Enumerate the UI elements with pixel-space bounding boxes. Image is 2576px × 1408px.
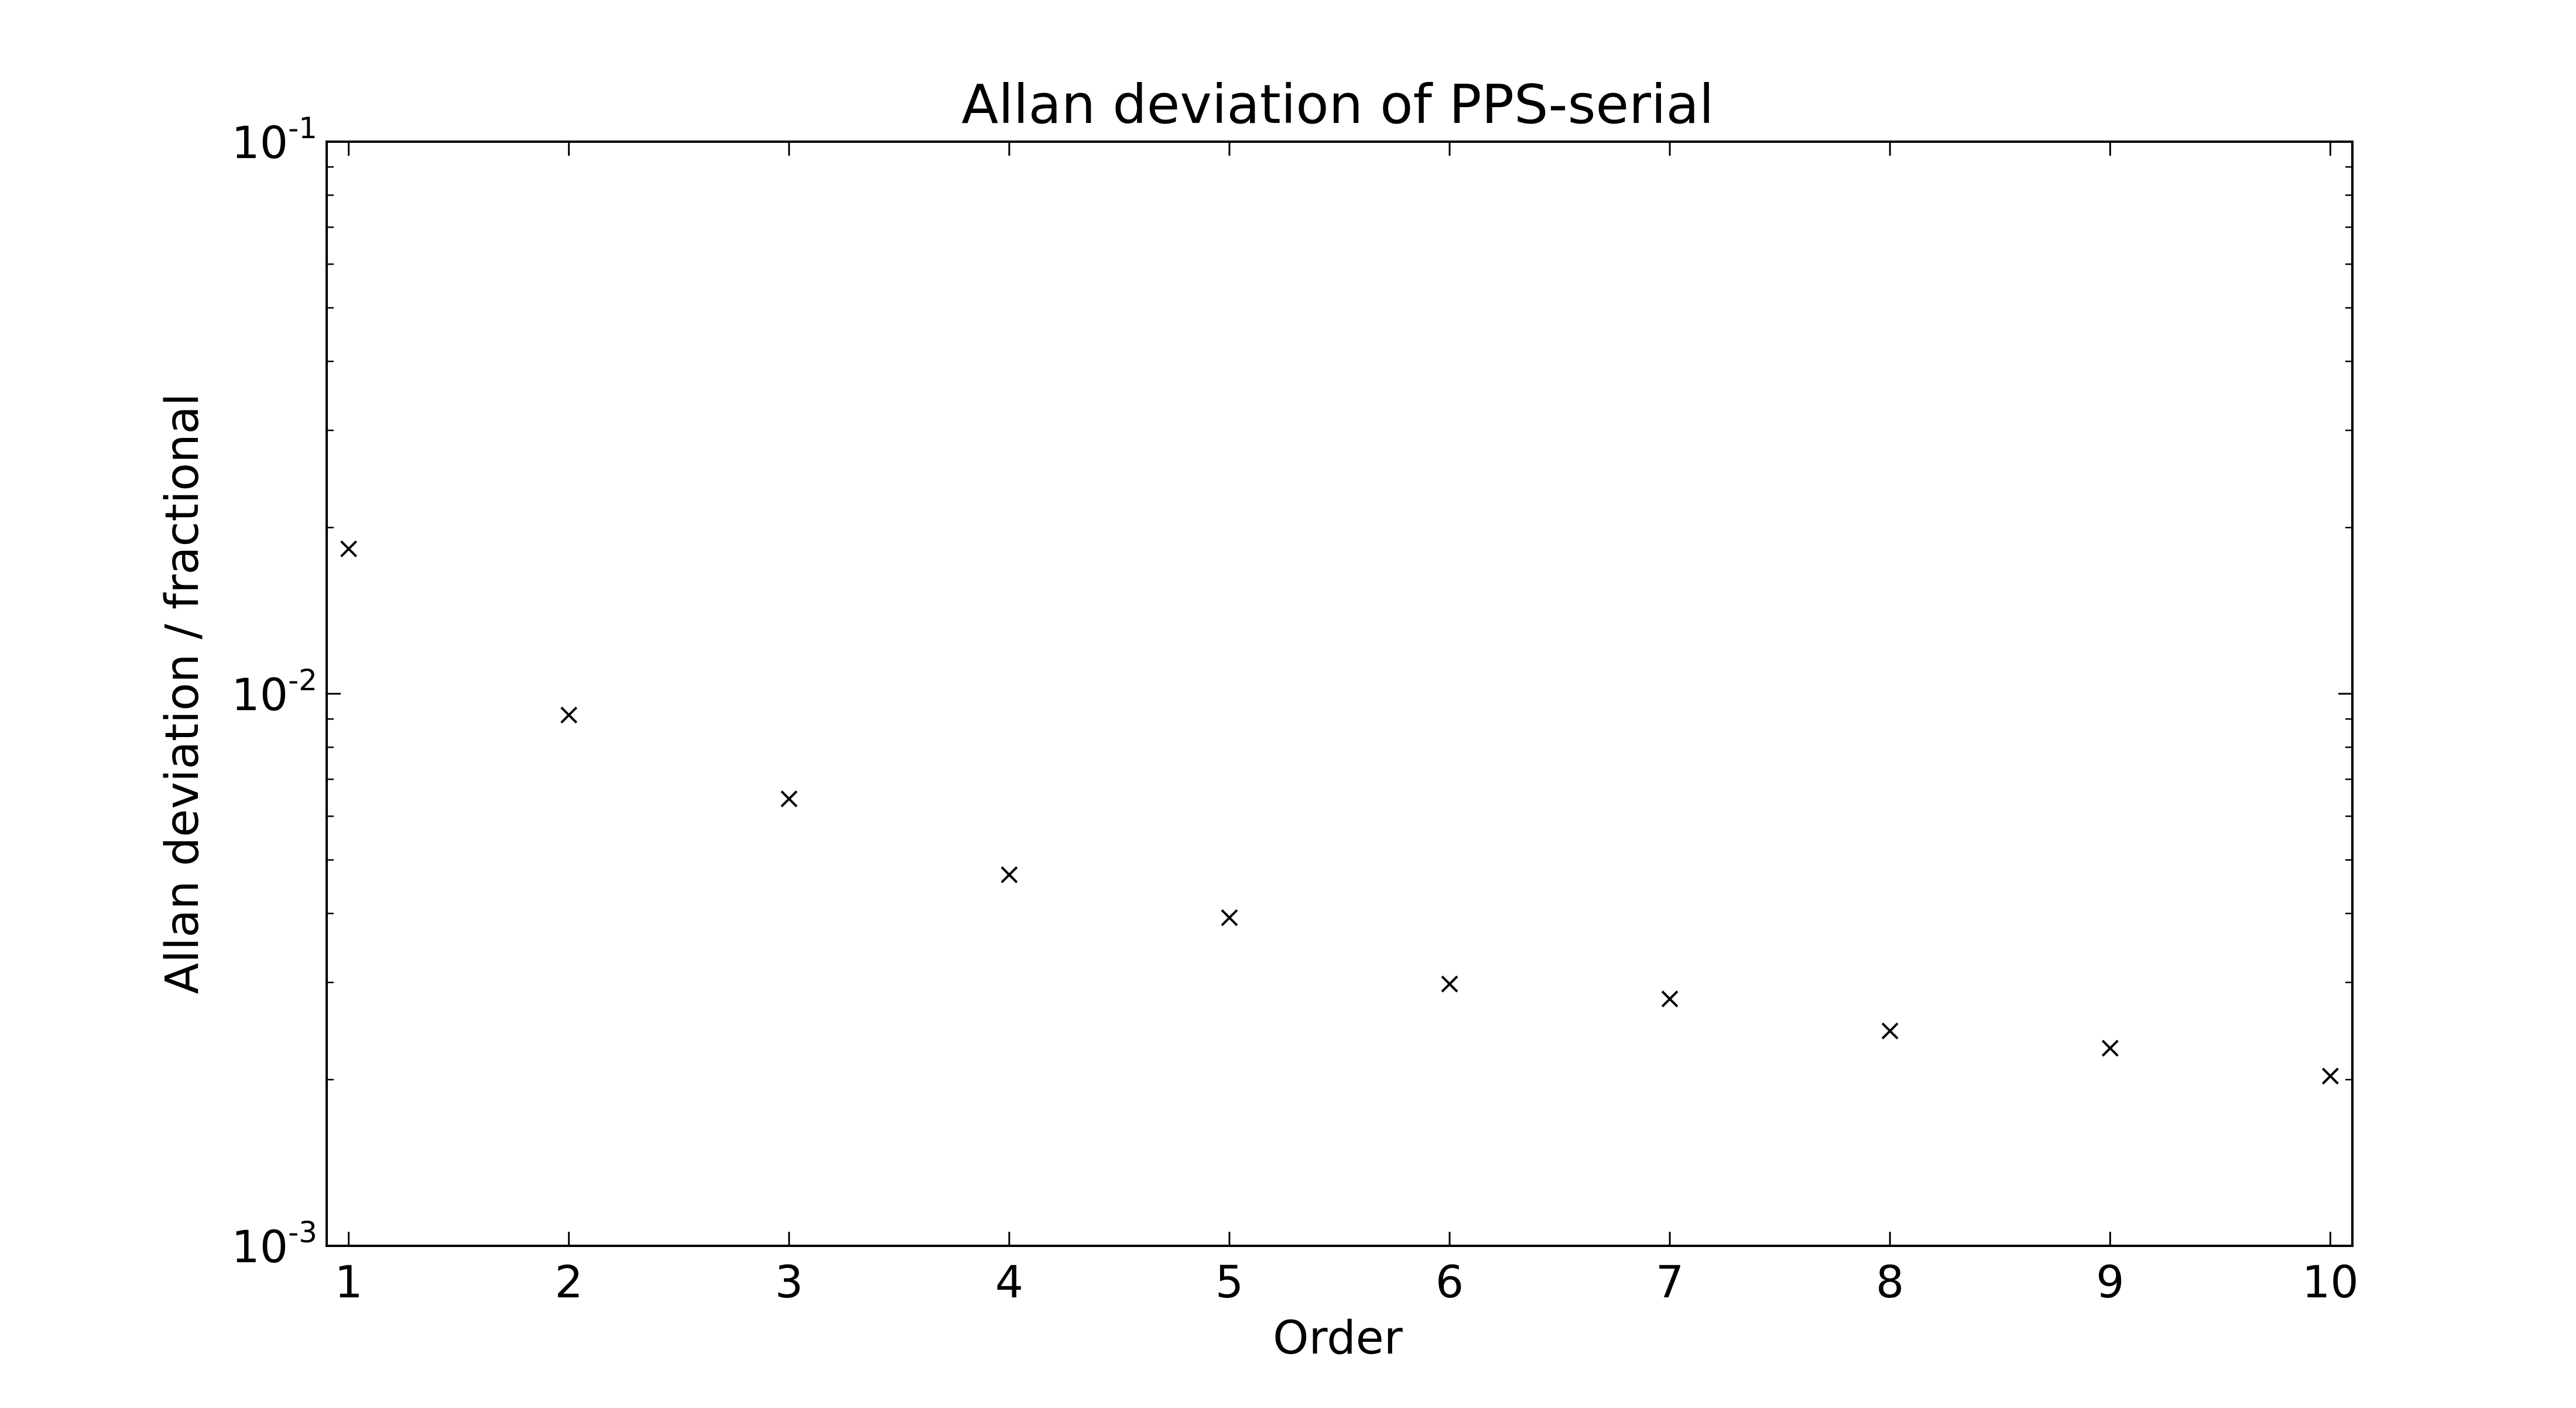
chart-title: Allan deviation of PPS-serial xyxy=(961,73,1714,136)
x-axis-label: Order xyxy=(1273,1312,1403,1365)
data-point xyxy=(340,540,358,557)
x-tick-label: 3 xyxy=(775,1256,803,1308)
x-tick-label: 2 xyxy=(555,1256,583,1308)
x-tick-label: 9 xyxy=(2096,1256,2124,1308)
data-point xyxy=(2321,1067,2339,1085)
data-point xyxy=(1661,990,1678,1008)
x-tick-label: 1 xyxy=(334,1256,362,1308)
data-points xyxy=(340,540,2339,1085)
x-tick-label: 5 xyxy=(1215,1256,1244,1308)
plot-area xyxy=(326,141,2354,1247)
data-point xyxy=(560,706,578,724)
data-point xyxy=(1221,909,1238,926)
tick-labels: 1 2 3 4 5 6 7 8 9 10 10-3 10-2 10-1 xyxy=(231,111,2358,1308)
data-point xyxy=(780,790,798,807)
x-tick-label: 10 xyxy=(2302,1256,2359,1308)
data-point xyxy=(1441,975,1458,993)
data-point xyxy=(2101,1040,2119,1057)
x-tick-label: 7 xyxy=(1656,1256,1684,1308)
major-ticks xyxy=(327,141,2352,1247)
data-point xyxy=(1881,1022,1899,1040)
x-tick-label: 8 xyxy=(1876,1256,1904,1308)
data-point xyxy=(1001,866,1018,883)
y-tick-label: 10-3 xyxy=(231,1215,317,1273)
minor-ticks xyxy=(327,166,2352,1081)
y-tick-label: 10-2 xyxy=(231,663,317,721)
x-tick-label: 6 xyxy=(1436,1256,1464,1308)
y-tick-label: 10-1 xyxy=(231,111,317,169)
x-tick-label: 4 xyxy=(995,1256,1023,1308)
y-axis-label: Allan deviation / fractional xyxy=(156,393,209,994)
plot-frame xyxy=(326,141,2354,1247)
